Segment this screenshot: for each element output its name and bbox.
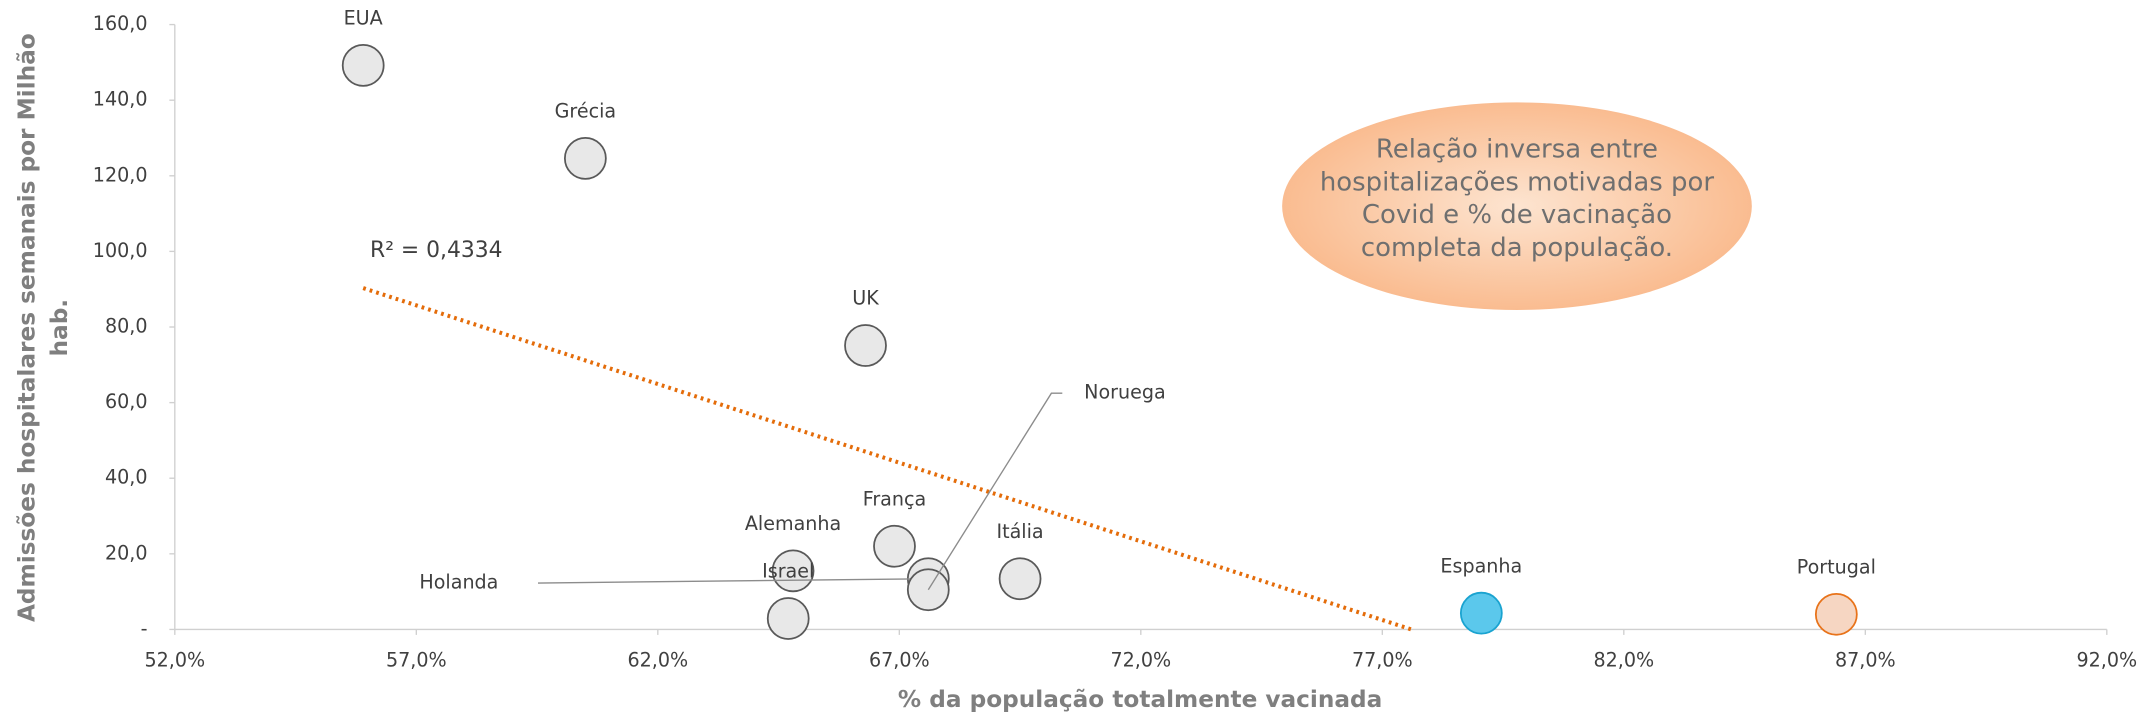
annotation-line: Covid e % de vacinação	[1362, 200, 1672, 230]
leader-line	[537, 578, 929, 584]
point	[341, 44, 385, 87]
x-tick-label: 57,0%	[386, 648, 447, 671]
point-label: EUA	[344, 6, 383, 29]
leader-line	[927, 392, 1063, 591]
point-label: Alemanha	[745, 512, 841, 535]
point-label: UK	[852, 287, 879, 310]
y-tick-label: 140,0	[93, 88, 148, 111]
annotation-bubble	[1282, 102, 1752, 310]
x-tick-label: 72,0%	[1110, 648, 1171, 671]
y-tick-label: -	[141, 617, 148, 640]
x-axis-title: % da população totalmente vacinada	[898, 686, 1382, 713]
y-tick-label: 60,0	[105, 390, 148, 413]
point	[1459, 591, 1503, 635]
trendline	[362, 286, 1412, 632]
r-squared: R² = 0,4334	[370, 238, 502, 263]
point-label: Portugal	[1797, 555, 1876, 578]
x-tick-label: 87,0%	[1835, 648, 1896, 671]
point-label: Espanha	[1440, 554, 1522, 577]
point	[771, 549, 815, 593]
x-tick-label: 82,0%	[1593, 648, 1654, 671]
y-tick-label: 160,0	[93, 12, 148, 35]
y-tick-label: 40,0	[105, 466, 148, 489]
x-tick-label: 77,0%	[1352, 648, 1413, 671]
point-label: França	[863, 487, 927, 510]
x-tick-label: 67,0%	[869, 648, 930, 671]
point-label: Grécia	[555, 99, 617, 122]
point	[844, 324, 887, 367]
annotation-line: Relação inversa entre	[1376, 135, 1658, 165]
point-label: Israel	[762, 560, 814, 583]
point-label: Holanda	[419, 571, 498, 594]
x-tick-label: 62,0%	[627, 648, 688, 671]
annotation-line: hospitalizações motivadas por	[1320, 167, 1715, 197]
point-label: Noruega	[1084, 381, 1166, 404]
point	[906, 568, 950, 612]
y-tick-label: 100,0	[93, 239, 148, 262]
point	[766, 597, 810, 640]
y-axis-title: Admissões hospitalares semanais por Milh…	[13, 33, 73, 622]
point	[563, 137, 607, 180]
x-tick-label: 92,0%	[2076, 648, 2137, 671]
point	[998, 557, 1042, 601]
point	[1814, 592, 1858, 636]
x-tick-label: 52,0%	[144, 648, 205, 671]
annotation-line: completa da população.	[1361, 233, 1673, 263]
y-tick-label: 20,0	[105, 541, 148, 564]
point-label: Itália	[996, 520, 1043, 543]
y-tick-label: 80,0	[105, 315, 148, 338]
y-tick-label: 120,0	[93, 163, 148, 186]
point	[873, 524, 916, 568]
